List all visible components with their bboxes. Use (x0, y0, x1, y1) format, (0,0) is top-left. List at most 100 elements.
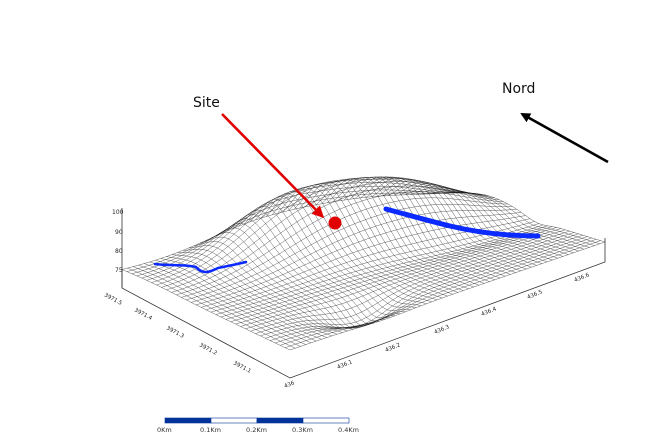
z-axis: 100 90 80 75 (112, 209, 124, 274)
mesh-line (215, 223, 539, 315)
mesh-line (255, 196, 417, 308)
mesh-line (366, 177, 522, 271)
mesh-line (288, 184, 448, 297)
scale-label: 0.4Km (338, 426, 359, 434)
scale-label: 0Km (157, 426, 172, 434)
z-tick-label: 100 (112, 209, 124, 216)
block-frame (121, 208, 606, 379)
mesh-line (432, 190, 585, 250)
mesh-line (410, 185, 564, 257)
north-arrow-group: Nord (502, 81, 609, 164)
mesh-line (427, 189, 579, 252)
mesh-line (166, 256, 333, 337)
mesh-line (138, 264, 306, 345)
mesh-line (127, 267, 296, 349)
north-label: Nord (502, 81, 535, 97)
mesh-line (238, 205, 401, 318)
mesh-line (155, 260, 322, 340)
x-tick-label: 436.3 (434, 324, 451, 336)
mesh-line (188, 245, 354, 330)
mesh-line (343, 176, 501, 279)
mesh-line (227, 213, 390, 324)
x-axis: 436 436.1 436.2 436.3 436.4 436.5 436.6 (284, 272, 591, 390)
mesh-line (321, 178, 480, 286)
mesh-line (121, 191, 456, 270)
x-tick-label: 436.5 (527, 289, 544, 301)
north-arrow-icon (520, 112, 609, 164)
mesh-line (171, 185, 500, 293)
y-tick-label: 3971.1 (232, 360, 252, 374)
mesh-line (388, 180, 543, 264)
river-right (383, 206, 541, 239)
mesh-line (360, 176, 516, 273)
mesh-line (249, 199, 411, 311)
mesh-line (205, 232, 369, 329)
mesh-line (305, 180, 464, 291)
scale-label: 0.2Km (246, 426, 267, 434)
mesh-line (131, 189, 464, 274)
z-tick-label: 90 (115, 229, 123, 236)
mesh-line (182, 249, 348, 332)
x-tick-label: 436.6 (574, 272, 591, 284)
mesh-line (216, 222, 380, 328)
mesh-line (332, 177, 490, 282)
mesh-line (421, 188, 574, 253)
mesh-line (354, 176, 511, 275)
mesh-line (133, 266, 301, 347)
mesh-line (149, 261, 317, 342)
mesh-line (349, 176, 506, 277)
z-tick-label: 75 (115, 267, 123, 274)
mesh-line (199, 236, 364, 329)
mesh-line (327, 178, 485, 284)
mesh-line (338, 177, 495, 280)
y-tick-label: 3971.3 (165, 325, 185, 340)
mesh-line (316, 179, 474, 288)
mesh-line (144, 263, 312, 343)
z-tick-label: 80 (115, 248, 123, 255)
x-tick-label: 436.4 (481, 306, 498, 318)
mesh-line (260, 193, 422, 306)
mesh-line (194, 241, 359, 329)
mesh-line (271, 189, 432, 302)
scale-label: 0.1Km (200, 426, 221, 434)
y-tick-label: 3971.2 (198, 342, 218, 356)
site-label: Site (193, 95, 220, 111)
x-tick-label: 436.2 (385, 342, 402, 353)
x-tick-label: 436.1 (337, 359, 354, 370)
mesh-line (405, 184, 558, 259)
scale-segment (164, 417, 212, 424)
mesh-line (277, 187, 438, 301)
river-left (153, 260, 248, 274)
mesh-line (220, 224, 544, 318)
y-tick-label: 3971.4 (133, 307, 153, 322)
terrain-mesh (121, 176, 606, 351)
site-arrow (221, 113, 325, 219)
site-marker-group: Site (193, 95, 342, 230)
scale-label: 0.3Km (292, 426, 313, 434)
y-tick-label: 3971.5 (103, 292, 123, 307)
mesh-line (186, 204, 513, 301)
site-marker-dot (328, 216, 342, 230)
mesh-line (225, 225, 548, 320)
scale-segment (256, 417, 304, 424)
x-tick-label: 436 (284, 380, 296, 390)
mesh-line (121, 269, 291, 351)
mesh-line (454, 191, 606, 243)
mesh-line (210, 227, 374, 329)
mesh-line (243, 202, 406, 315)
mesh-line (449, 192, 600, 244)
scale-bar: 0Km 0.1Km 0.2Km 0.3Km 0.4Km (157, 417, 359, 434)
mesh-line (377, 178, 532, 268)
scale-segment (210, 417, 258, 424)
mesh-line (171, 254, 338, 335)
y-axis: 3971.5 3971.4 3971.3 3971.2 3971.1 (103, 292, 252, 374)
mesh-line (438, 191, 590, 248)
mesh-line (416, 187, 569, 255)
mesh-line (310, 180, 469, 289)
mesh-line (282, 185, 443, 299)
mesh-line (293, 182, 453, 295)
mesh-line (371, 177, 527, 270)
mesh-line (299, 181, 459, 293)
mesh-line (382, 179, 537, 266)
